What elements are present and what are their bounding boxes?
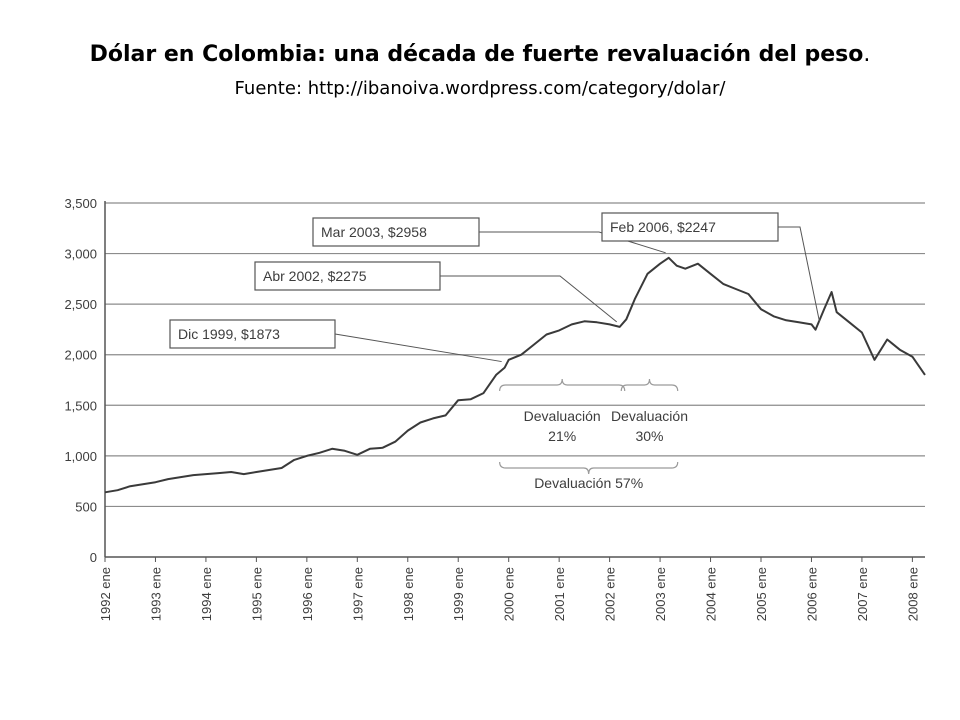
- devaluation-range: Devaluación 21%: [499, 378, 626, 444]
- callout-label: Feb 2006, $2247: [610, 219, 716, 235]
- callout-leader: [334, 333, 502, 363]
- slide-subtitle: Fuente: http://ibanoiva.wordpress.com/ca…: [234, 78, 726, 99]
- x-tick-label: 2001 ene: [552, 567, 567, 621]
- x-tick-label: 1995 ene: [249, 567, 264, 621]
- devaluation-range: Devaluación 30%: [611, 378, 688, 444]
- y-tick-label: 2,000: [64, 348, 97, 363]
- x-tick-label: 1993 ene: [148, 567, 163, 621]
- callout-box: [601, 212, 779, 242]
- x-tick-label: 1994 ene: [199, 567, 214, 621]
- range-label: Devaluación: [524, 408, 601, 424]
- range-label: 21%: [548, 428, 576, 444]
- range-brace: [620, 378, 679, 392]
- x-tick-label: 2000 ene: [502, 567, 517, 621]
- x-tick-label: 1998 ene: [401, 567, 416, 621]
- y-tick-label: 3,000: [64, 247, 97, 262]
- slide-title: Dólar en Colombia: una década de fuerte …: [0, 40, 960, 70]
- range-brace: [499, 378, 626, 392]
- x-tick-label: 1999 ene: [451, 567, 466, 621]
- x-tick-label: 2002 ene: [603, 567, 618, 621]
- callout-label: Dic 1999, $1873: [178, 326, 280, 342]
- callout-label: Mar 2003, $2958: [321, 224, 427, 240]
- exchange-rate-chart: 0 500 1,000 1,500 2,000 2,500 3,000 3,500 1992 e…: [64, 196, 926, 621]
- y-tick-label: 3,500: [64, 196, 97, 211]
- slide-title-text: Dólar en Colombia: una década de fuerte …: [89, 42, 864, 67]
- exchange-rate-line: [104, 256, 926, 494]
- range-brace: [499, 461, 679, 475]
- range-label: Devaluación 57%: [534, 475, 643, 491]
- callout-box: [254, 261, 441, 291]
- devaluation-range: Devaluación 57%: [499, 461, 679, 491]
- x-tick-label: 2005 ene: [754, 567, 769, 621]
- x-tick-label: 2004 ene: [704, 567, 719, 621]
- callout-label: Abr 2002, $2275: [263, 268, 367, 284]
- y-tick-label: 1,500: [64, 398, 97, 413]
- callout-leader: [479, 231, 666, 254]
- x-tick-label: 2007 ene: [855, 567, 870, 621]
- x-tick-label: 2006 ene: [804, 567, 819, 621]
- range-label: 30%: [635, 428, 663, 444]
- x-tick-label: 1992 ene: [98, 567, 113, 621]
- x-tick-label: 1996 ene: [300, 567, 315, 621]
- callout: Dic 1999, $1873: [169, 319, 502, 363]
- y-tick-label: 1,000: [64, 449, 97, 464]
- callout: Mar 2003, $2958: [312, 217, 666, 254]
- y-tick-label: 500: [75, 499, 97, 514]
- callout: Abr 2002, $2275: [254, 261, 618, 323]
- callout-box: [312, 217, 480, 247]
- x-tick-label: 1997 ene: [350, 567, 365, 621]
- y-tick-label: 0: [90, 550, 97, 565]
- x-tick-label: 2008 ene: [905, 567, 920, 621]
- slide-title-suffix: .: [863, 42, 871, 67]
- y-tick-label: 2,500: [64, 297, 97, 312]
- x-tick-label: 2003 ene: [653, 567, 668, 621]
- callout-box: [169, 319, 336, 349]
- range-label: Devaluación: [611, 408, 688, 424]
- callout-leader: [778, 226, 820, 322]
- callout-leader: [440, 275, 618, 323]
- callout: Feb 2006, $2247: [601, 212, 820, 322]
